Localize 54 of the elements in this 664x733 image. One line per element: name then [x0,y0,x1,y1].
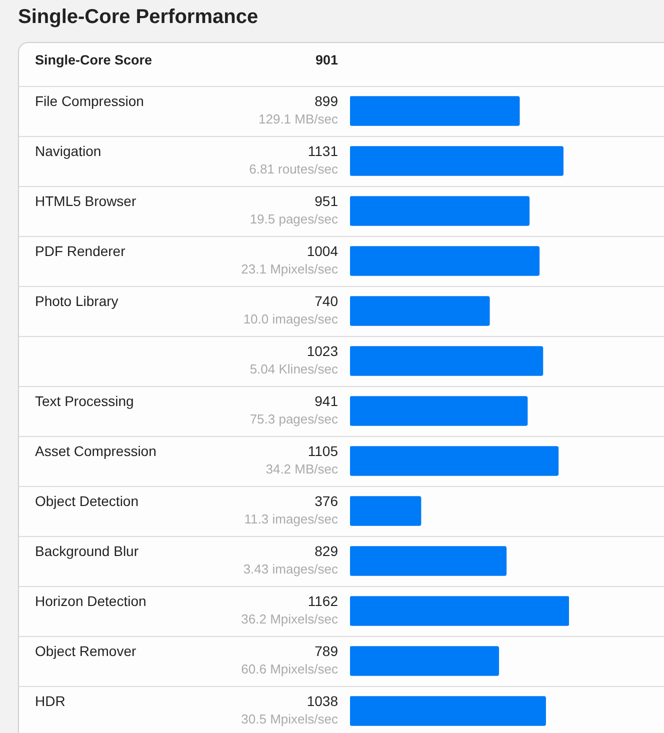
y-tick-label: Photo Library [35,292,118,309]
text: 11.3 images/sec [244,512,338,527]
y-tick-label: Object Detection [35,492,138,509]
data-label: 899 [314,92,338,109]
data-label: 376 [314,492,338,509]
bar [350,196,530,226]
bar [350,246,540,276]
text: 23.1 Mpixels/sec [241,262,338,277]
y-tick-label: Text Processing [35,392,134,409]
y-tick-label: HDR [35,692,66,709]
bar [350,96,520,126]
bar [350,296,490,326]
text: 34.2 MB/sec [266,462,338,477]
data-label: 829 [314,542,338,559]
bar [350,546,507,576]
data-label: 1004 [306,242,338,259]
data-label: 941 [314,392,338,409]
text: 901 [315,52,338,68]
text: 10.0 images/sec [243,312,338,327]
data-label: 1162 [308,592,338,609]
bar [350,346,544,376]
y-tick-label: Horizon Detection [35,592,146,609]
bar [350,646,500,676]
data-label: 1038 [306,692,338,709]
data-label: 1131 [308,142,338,159]
text: 6.81 routes/sec [249,162,338,177]
text: 60.6 Mpixels/sec [241,662,338,677]
y-tick-label: PDF Renderer [35,242,126,259]
bar [350,446,559,476]
data-label: 1023 [306,342,338,359]
data-label: 789 [314,642,338,659]
text: 5.04 Klines/sec [250,362,338,377]
y-tick-label: Background Blur [35,542,139,559]
text: 36.2 Mpixels/sec [241,612,338,627]
bar [350,396,528,426]
bar [350,146,564,176]
text: 75.3 pages/sec [250,412,338,427]
y-tick-label: File Compression [35,92,144,109]
text: 19.5 pages/sec [250,212,338,227]
bar [350,696,546,726]
text: Single-Core Performance [18,5,258,29]
bar [350,596,569,626]
data-label: 1105 [308,442,338,459]
y-tick-label: HTML5 Browser [35,192,136,209]
text: 30.5 Mpixels/sec [241,712,338,727]
data-label: 951 [314,192,338,209]
y-tick-label: Navigation [35,142,102,159]
data-label: 740 [314,292,338,309]
text: 3.43 images/sec [243,562,338,577]
text: 129.1 MB/sec [258,112,338,127]
y-tick-label: Asset Compression [35,442,156,459]
y-tick-label: Object Remover [35,642,136,659]
y-tick-label: Single-Core Score [35,52,153,68]
bar [350,496,422,526]
